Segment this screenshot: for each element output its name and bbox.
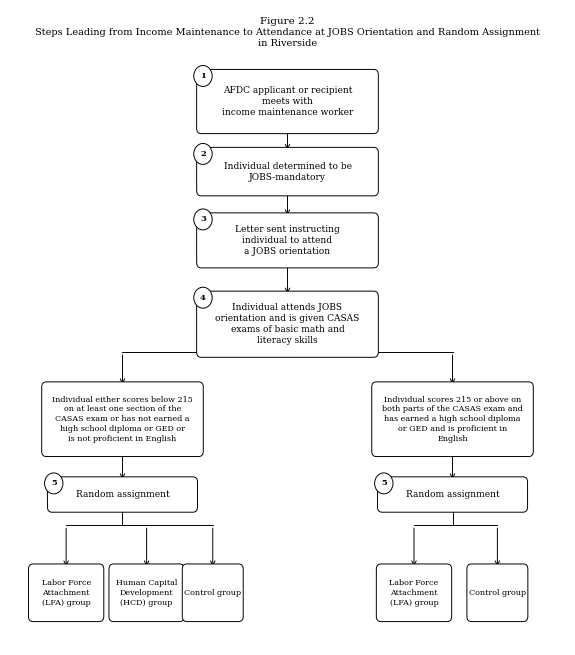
Text: Human Capital
Development
(HCD) group: Human Capital Development (HCD) group [116, 579, 177, 607]
Text: 5: 5 [51, 479, 56, 487]
Text: Labor Force
Attachment
(LFA) group: Labor Force Attachment (LFA) group [389, 579, 439, 607]
Text: Random assignment: Random assignment [75, 490, 170, 499]
FancyBboxPatch shape [47, 477, 198, 512]
FancyBboxPatch shape [467, 564, 528, 622]
FancyBboxPatch shape [197, 213, 378, 268]
Text: 5: 5 [381, 479, 387, 487]
Circle shape [194, 143, 212, 164]
FancyBboxPatch shape [197, 69, 378, 134]
Text: Control group: Control group [469, 589, 526, 597]
FancyBboxPatch shape [41, 382, 204, 457]
Text: Random assignment: Random assignment [405, 490, 500, 499]
Text: Individual scores 215 or above on
both parts of the CASAS exam and
has earned a : Individual scores 215 or above on both p… [382, 396, 523, 443]
Text: 2: 2 [200, 150, 206, 158]
Text: Letter sent instructing
individual to attend
a JOBS orientation: Letter sent instructing individual to at… [235, 225, 340, 256]
Text: 3: 3 [200, 215, 206, 223]
Circle shape [375, 473, 393, 494]
Text: Steps Leading from Income Maintenance to Attendance at JOBS Orientation and Rand: Steps Leading from Income Maintenance to… [35, 28, 540, 48]
Text: 4: 4 [200, 293, 206, 302]
Text: 1: 1 [200, 72, 206, 80]
Text: Labor Force
Attachment
(LFA) group: Labor Force Attachment (LFA) group [41, 579, 91, 607]
Text: Individual either scores below 215
on at least one section of the
CASAS exam or : Individual either scores below 215 on at… [52, 396, 193, 443]
FancyBboxPatch shape [376, 564, 452, 622]
Circle shape [194, 287, 212, 309]
FancyBboxPatch shape [372, 382, 534, 457]
Circle shape [45, 473, 63, 494]
Text: Control group: Control group [184, 589, 242, 597]
FancyBboxPatch shape [109, 564, 184, 622]
Text: AFDC applicant or recipient
meets with
income maintenance worker: AFDC applicant or recipient meets with i… [222, 86, 353, 117]
Text: Individual attends JOBS
orientation and is given CASAS
exams of basic math and
l: Individual attends JOBS orientation and … [216, 303, 359, 345]
FancyBboxPatch shape [182, 564, 243, 622]
Text: Individual determined to be
JOBS-mandatory: Individual determined to be JOBS-mandato… [224, 162, 351, 181]
FancyBboxPatch shape [29, 564, 104, 622]
FancyBboxPatch shape [197, 147, 378, 196]
FancyBboxPatch shape [197, 291, 378, 358]
Text: Figure 2.2: Figure 2.2 [260, 17, 315, 26]
Circle shape [194, 209, 212, 230]
FancyBboxPatch shape [378, 477, 528, 512]
Circle shape [194, 66, 212, 86]
